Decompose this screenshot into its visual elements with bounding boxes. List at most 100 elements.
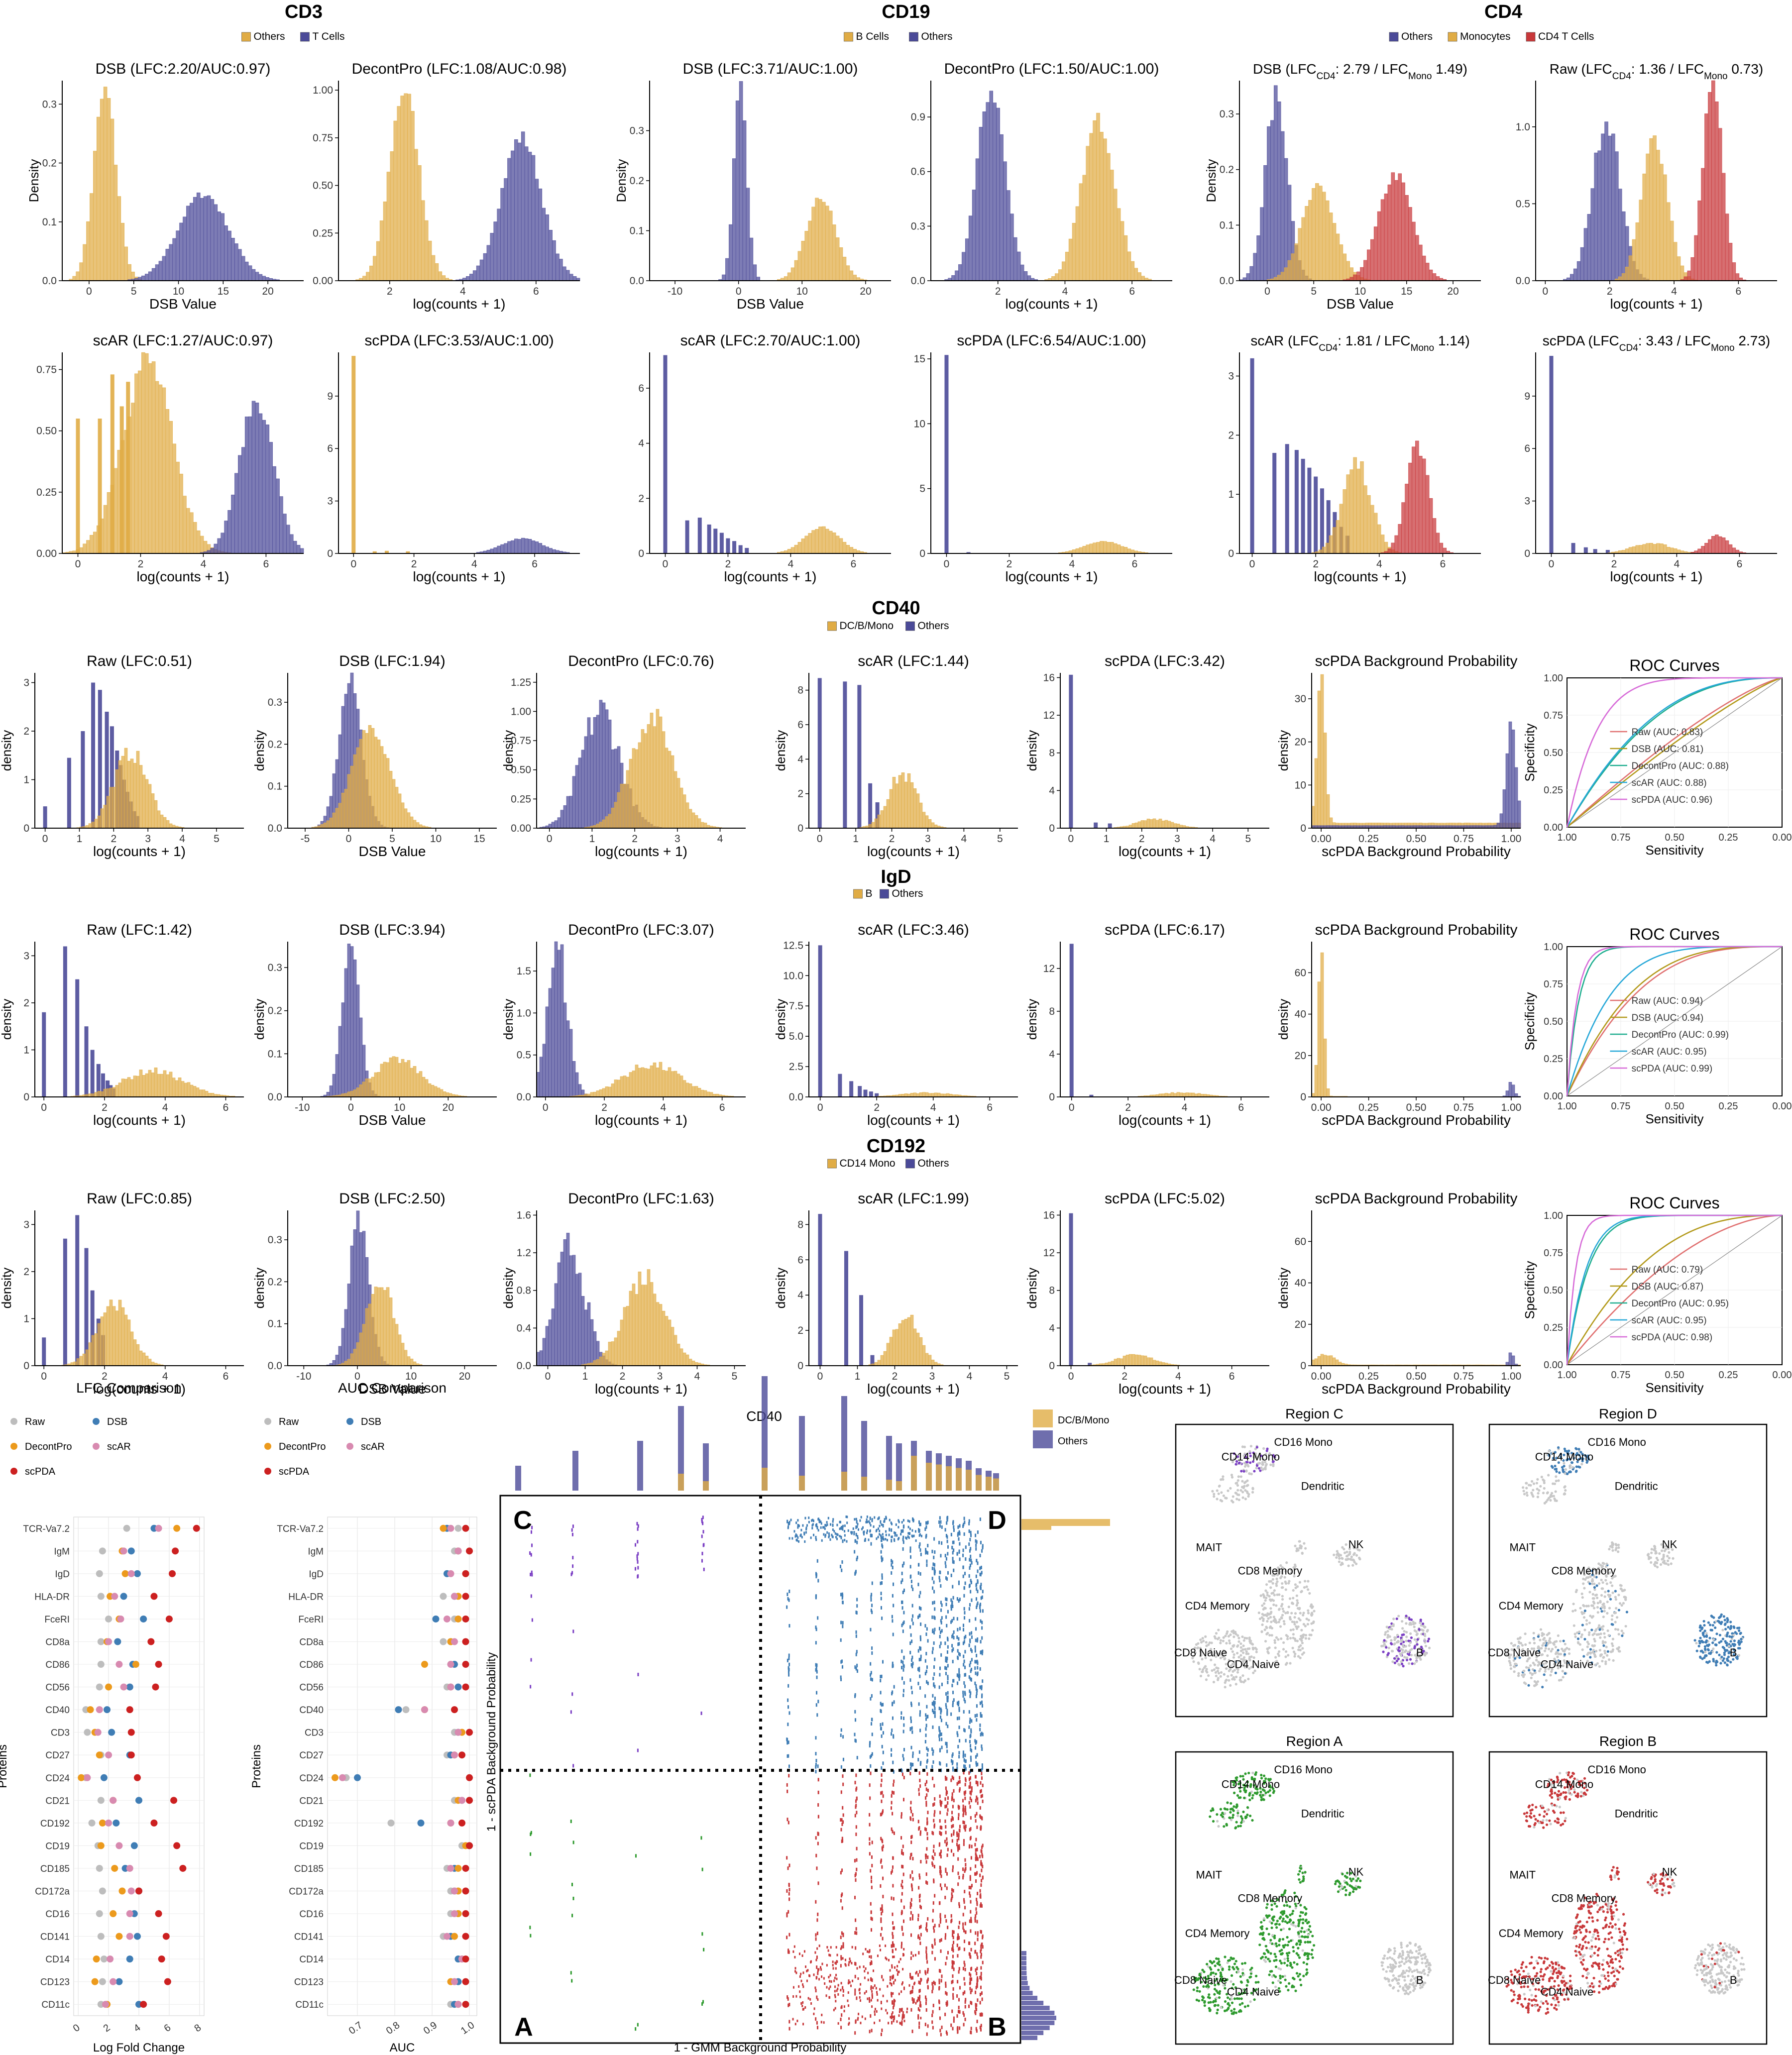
scatter-point — [939, 2006, 941, 2010]
legend-key — [905, 1159, 915, 1169]
scatter-point — [841, 1560, 843, 1564]
hist-bar — [986, 102, 990, 281]
scatter-point — [918, 1792, 920, 1796]
hist-bar — [825, 529, 829, 554]
scatter-point — [964, 1729, 966, 1732]
dot-scpda — [155, 1910, 162, 1918]
panel-title: scPDA (LFC:3.53/AUC:1.00) — [364, 332, 554, 349]
dot-decontpro — [105, 1683, 112, 1691]
scatter-point — [953, 1789, 955, 1793]
hist-spike — [1108, 823, 1112, 828]
hist-bar — [1714, 535, 1719, 554]
x-axis-label: DSB Value — [1327, 296, 1394, 312]
hist-bar — [801, 240, 805, 281]
dot-raw — [123, 1524, 130, 1532]
scatter-point — [952, 1596, 954, 1600]
dot-dsb — [126, 1683, 133, 1691]
x-tick-label: 6 — [532, 558, 538, 570]
x-tick-label: 4 — [1674, 558, 1680, 570]
scatter-point — [976, 1781, 978, 1785]
scatter-point — [817, 1841, 819, 1845]
scatter-point — [910, 1716, 912, 1720]
hist-bar — [127, 1077, 131, 1097]
scatter-point — [787, 1705, 789, 1709]
hist-bar — [1110, 170, 1114, 281]
scatter-point — [950, 1778, 952, 1782]
legend: CD14 Mono Others — [827, 1158, 949, 1169]
scatter-point — [571, 1882, 573, 1886]
hist-bar — [283, 514, 287, 554]
hist-bar — [1349, 277, 1353, 281]
scatter-point — [953, 1617, 955, 1621]
scatter-point — [941, 1525, 943, 1529]
scatter-point — [939, 1871, 941, 1875]
hist-bar — [398, 1063, 402, 1097]
hist-bar — [685, 1354, 689, 1366]
scatter-point — [939, 2016, 941, 2020]
hist-bar — [1191, 1092, 1195, 1097]
legend-key — [1389, 32, 1399, 42]
scatter-point — [808, 1520, 810, 1523]
hist-spike — [870, 1355, 875, 1366]
scatter-point — [902, 1872, 904, 1876]
scatter-point — [870, 1754, 872, 1758]
hist-bar — [934, 1092, 938, 1097]
hist-bar — [398, 1334, 402, 1366]
hist-bar — [1325, 200, 1330, 281]
scatter-point — [910, 1898, 912, 1902]
scatter-point — [882, 1524, 884, 1528]
hist-bar — [1666, 546, 1671, 554]
x-tick-label: 0.75 — [1454, 833, 1474, 845]
hist-bar — [1312, 188, 1316, 281]
scatter-point — [925, 1525, 927, 1529]
scatter-point — [969, 1563, 971, 1567]
scatter-point — [871, 1961, 873, 1965]
hist-bar — [1656, 150, 1660, 281]
scatter-point — [911, 2030, 913, 2034]
scatter-point — [925, 1860, 927, 1864]
hist-bar — [913, 1328, 917, 1366]
hist-bar — [145, 779, 149, 829]
hist-bar — [154, 1067, 158, 1097]
hist-bar — [632, 748, 636, 829]
hist-bar — [121, 1079, 125, 1097]
scatter-point — [933, 1555, 935, 1559]
scatter-point — [892, 1884, 894, 1888]
scatter-point — [940, 1520, 942, 1524]
hist-bar — [979, 127, 983, 281]
x-tick-label: 0 — [1264, 286, 1270, 297]
scatter-point — [953, 1930, 955, 1934]
scatter-point — [804, 1540, 806, 1543]
scatter-point — [974, 1714, 976, 1718]
hist-bar — [79, 262, 83, 281]
scatter-point — [788, 2020, 790, 2024]
hist-bar — [623, 1307, 627, 1366]
scatter-point — [934, 1550, 936, 1554]
scatter-point — [958, 1805, 960, 1809]
scatter-point — [926, 2032, 928, 2036]
scatter-point — [871, 2029, 873, 2033]
scatter-point — [919, 1876, 921, 1880]
dot-scar — [102, 2001, 109, 2008]
hist-bar — [590, 735, 594, 829]
scatter-point — [531, 1543, 533, 1547]
hist-bar — [155, 381, 159, 554]
scatter-point — [952, 1944, 954, 1948]
scatter-point — [880, 1791, 882, 1795]
y-axis-label: density — [1276, 999, 1291, 1040]
scatter-point — [815, 1765, 817, 1769]
hist-bar — [176, 230, 180, 281]
hist-spike — [110, 726, 114, 828]
x-axis-label: log(counts + 1) — [724, 569, 817, 584]
hist-bar — [898, 775, 902, 829]
scatter-point — [855, 1611, 857, 1615]
scatter-point — [892, 1661, 894, 1665]
legend-label: Others — [918, 620, 949, 632]
dot-dsb — [133, 1570, 141, 1577]
hist-bar — [93, 151, 97, 281]
y-tick-label: 2 — [23, 1266, 29, 1278]
scatter-point — [980, 1971, 982, 1975]
scatter-point — [981, 1704, 983, 1708]
